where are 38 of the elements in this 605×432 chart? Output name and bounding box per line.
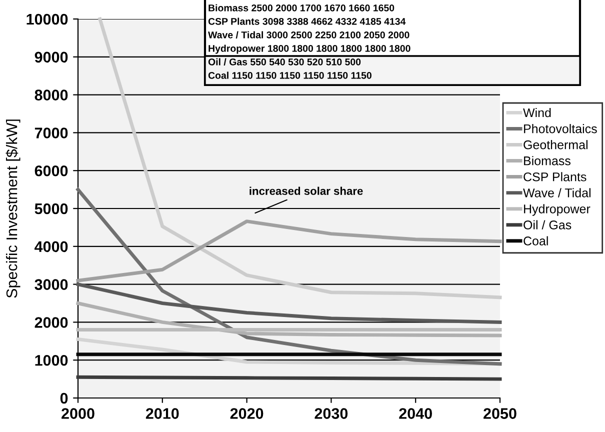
legend-label: Oil / Gas [524,220,572,230]
y-axis-title: Specific Investment [$/kW] [6,120,20,298]
legend-label: Hydropower [524,204,590,216]
y-tick-label: 7000 [34,128,68,138]
y-tick-label: 3000 [34,279,68,290]
annotation: CSP Plants 3098 3388 4662 4332 4185 4134 [208,18,406,25]
y-tick-label: 5000 [34,203,68,214]
annotation: Wave / Tidal 3000 2500 2250 2100 2050 2000 [208,31,410,38]
annotation: increased solar share [250,186,363,195]
line-series [76,282,502,324]
y-tick-label: 10000 [26,14,68,25]
line-series [98,17,502,300]
y-tick-label: 2000 [34,317,68,328]
legend-label: Wind [523,108,551,118]
y-tick-label: 1000 [35,354,68,366]
x-tick-label: 2020 [230,408,264,419]
x-tick-label: 2050 [484,408,516,419]
y-tick-label: 0 [60,392,68,404]
y-tick-label: 6000 [34,165,68,176]
x-tick-label: 2040 [399,408,432,419]
x-tick-label: 2030 [314,408,348,419]
legend-label: Wave / Tidal [523,188,590,198]
line-series [76,220,502,282]
annotation: Coal 1150 1150 1150 1150 1150 1150 [208,72,372,79]
legend-label: Coal [524,236,548,246]
text: Biomass 2500 2000 1700 1670 1660 1650 [208,4,394,12]
y-tick-label: 9000 [34,52,68,63]
annotation: Oil / Gas 550 540 530 520 510 500 [208,58,361,66]
legend-label: Geothermal [524,140,588,150]
line-series [76,302,502,338]
x-tick-label: 2000 [62,408,94,419]
y-tick-label: 4000 [34,241,68,252]
annotation: Hydropower 1800 1800 1800 1800 1800 1800 [208,44,410,54]
legend-label: Biomass [524,156,570,166]
legend-label: Photovoltaics [524,124,597,134]
x-tick-label: 2010 [146,408,179,419]
y-tick-label: 8000 [34,90,68,100]
legend-label: CSP Plants [524,172,586,182]
